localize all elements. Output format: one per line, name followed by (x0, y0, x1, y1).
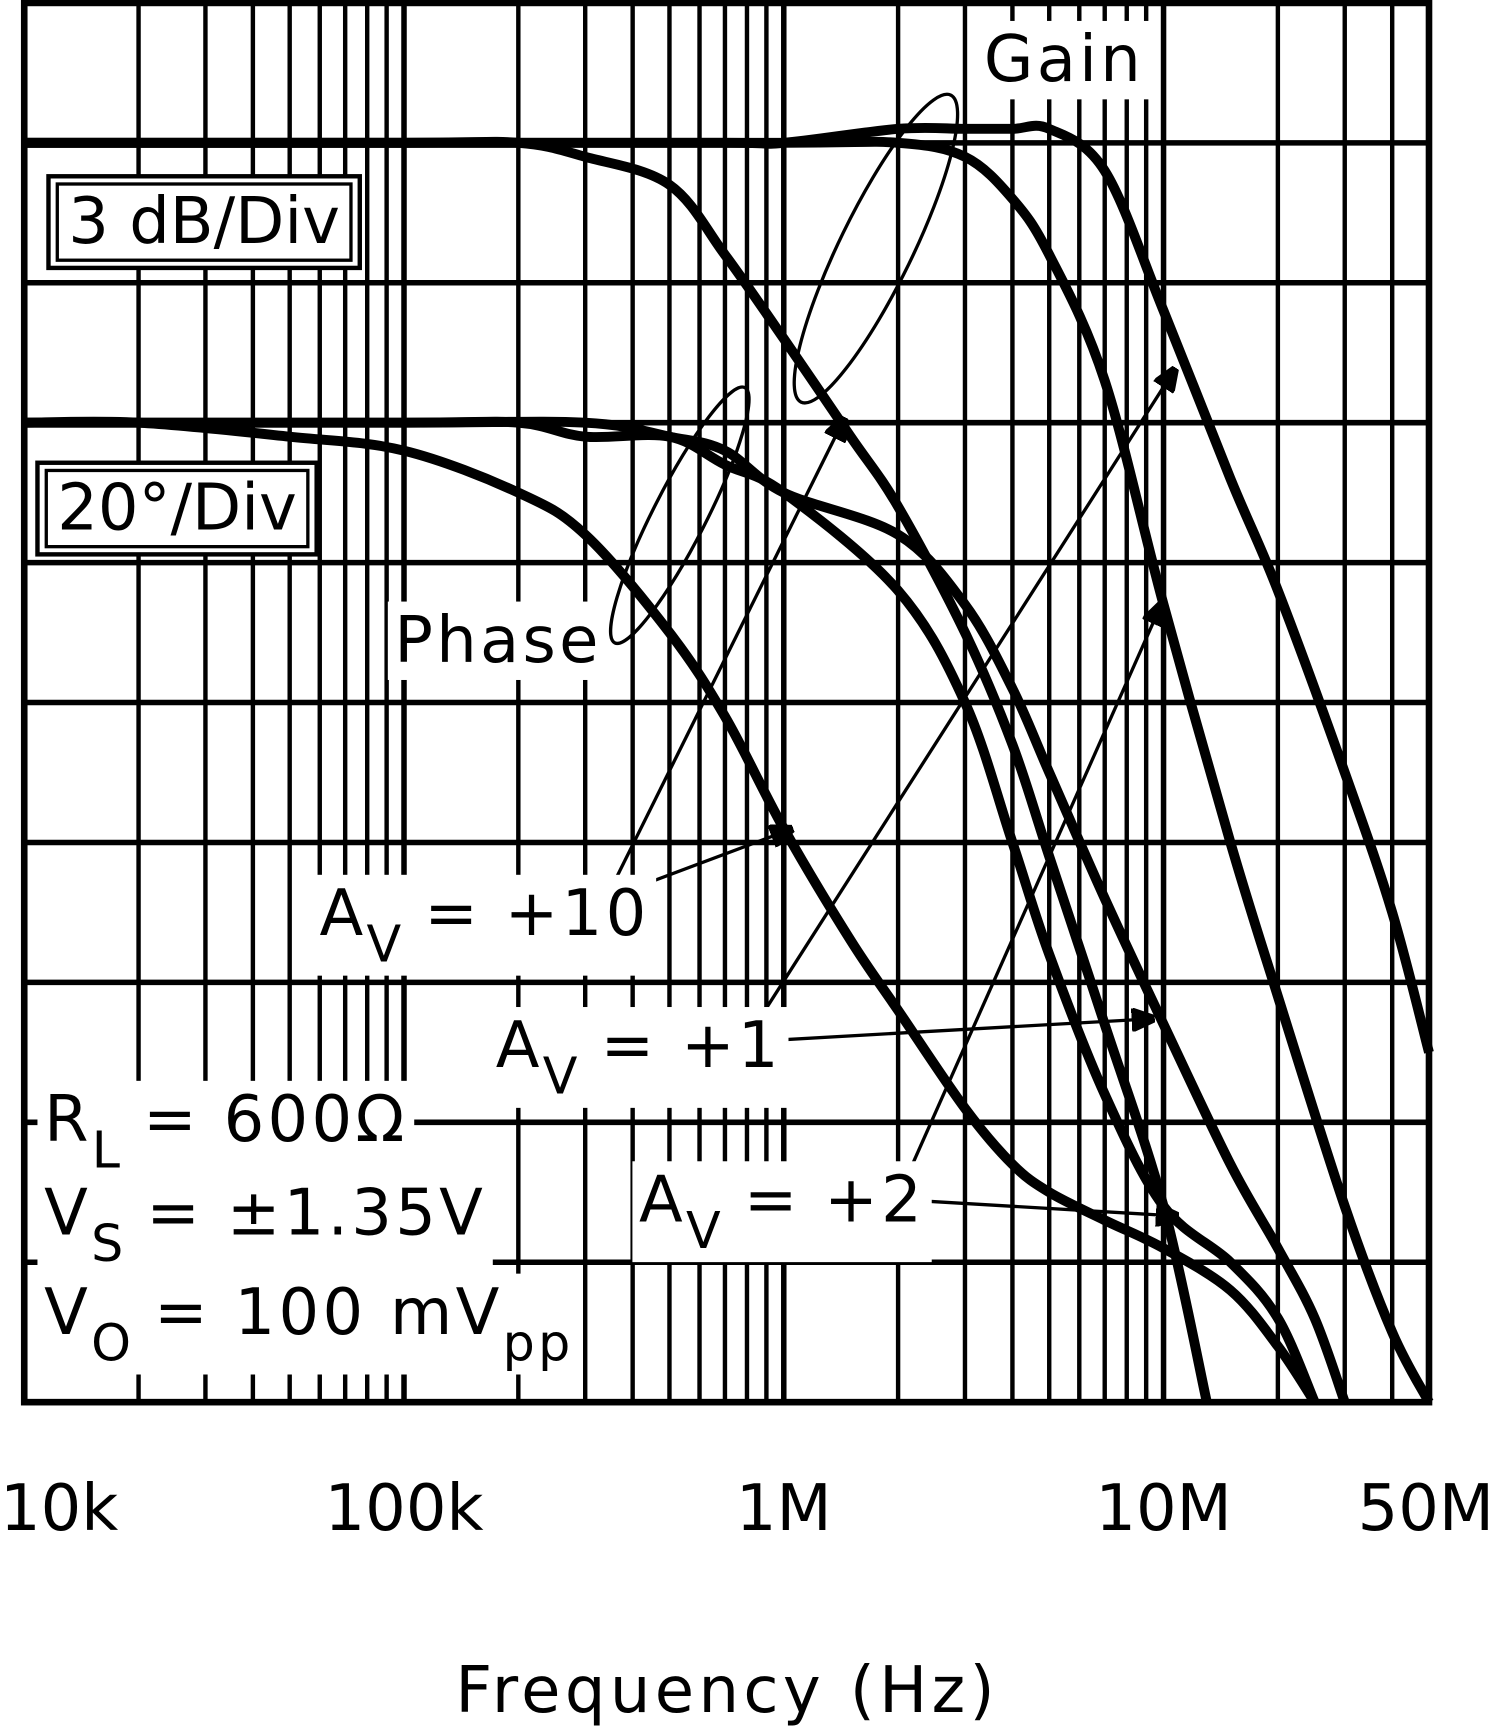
text-part: A (496, 1009, 543, 1083)
text-part: V (44, 1177, 91, 1251)
label-background (37, 1273, 581, 1375)
subscript: V (686, 1201, 724, 1260)
label-background (632, 1161, 932, 1263)
text-part: = +10 (424, 877, 649, 951)
gain-label: Gain (984, 23, 1144, 97)
annotation-text: RL = 600Ω (44, 1083, 408, 1179)
text-part: = +1 (601, 1009, 782, 1083)
text-part: A (639, 1163, 686, 1237)
subscript: pp (503, 1313, 574, 1372)
scale-label: 20°/Div (57, 472, 297, 546)
text-part: = 600Ω (143, 1083, 407, 1157)
annotation-text: AV = +2 (639, 1163, 925, 1259)
arrow (896, 1197, 1177, 1216)
arrow (895, 604, 1161, 1201)
arrow (604, 419, 844, 900)
subscript: O (91, 1313, 134, 1372)
text-part: R (44, 1083, 92, 1157)
x-tick-label: 1M (736, 1472, 832, 1546)
scale-label: 3 dB/Div (68, 185, 340, 259)
annotation-text: AV = +1 (496, 1009, 782, 1105)
labels: 10k 100k 1M 10M 50M Frequency (Hz) Gain Phase 3 … (0, 20, 1494, 1728)
plot-frame (20, 0, 1433, 1406)
gain-ellipse (792, 92, 960, 405)
phase-ellipse (608, 385, 751, 646)
response-curve (24, 120, 1434, 1054)
annotation-text: VS = ±1.35V (44, 1177, 486, 1273)
label-background (977, 20, 1151, 100)
scale-box (35, 460, 319, 557)
x-tick-label: 100k (325, 1472, 484, 1546)
text-part: V (44, 1276, 91, 1350)
x-tick-label: 50M (1358, 1472, 1494, 1546)
label-background (312, 874, 657, 976)
label-background (489, 1007, 789, 1108)
response-curve (24, 416, 1350, 1404)
text-part: = +2 (744, 1163, 925, 1237)
text-part: = 100 mV (154, 1276, 503, 1350)
phase-label: Phase (394, 604, 601, 678)
x-tick-label: 10M (1095, 1472, 1231, 1546)
subscript: V (543, 1047, 581, 1106)
subscript: V (367, 914, 405, 973)
text-part: A (320, 877, 367, 951)
label-background (37, 1080, 415, 1182)
curves (24, 120, 1434, 1405)
scale-box (55, 182, 353, 262)
annotation-text: VO = 100 mVpp (44, 1276, 574, 1372)
x-axis-title: Frequency (Hz) (455, 1654, 999, 1728)
text-part: = ±1.35V (146, 1177, 486, 1251)
x-tick-label: 10k (0, 1472, 118, 1546)
label-background (37, 1174, 493, 1276)
annotation-text: AV = +10 (320, 877, 650, 973)
scale-box (46, 174, 362, 271)
subscript: L (92, 1120, 124, 1179)
arrow (744, 1019, 1153, 1044)
subscript: S (91, 1214, 126, 1273)
arrow (743, 370, 1175, 1043)
response-curve (24, 416, 1319, 1405)
scale-box (44, 468, 310, 549)
label-background (387, 601, 609, 680)
annotation-shapes (604, 92, 1177, 1216)
